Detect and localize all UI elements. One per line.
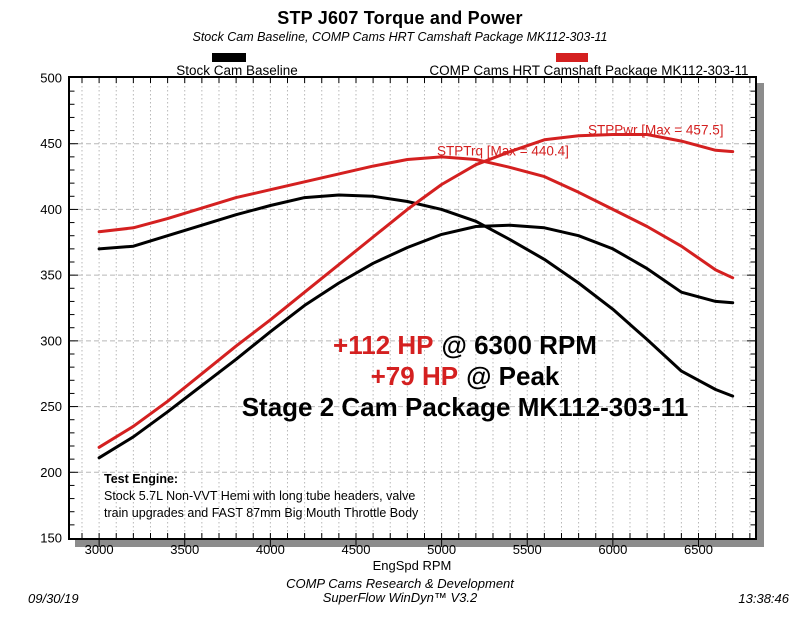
legend-swatch-stock (212, 53, 246, 62)
x-tick-label: 4000 (256, 542, 285, 557)
footer-software: SuperFlow WinDyn™ V3.2 (322, 590, 478, 605)
y-tick-label: 150 (40, 531, 62, 546)
x-tick-label: 3000 (85, 542, 114, 557)
test-engine-line1: Stock 5.7L Non-VVT Hemi with long tube h… (104, 488, 416, 503)
report-time: 13:38:46 (738, 591, 789, 606)
legend-swatch-comp (556, 53, 588, 62)
x-axis-title: EngSpd RPM (372, 558, 452, 573)
y-tick-label: 450 (40, 136, 62, 151)
chart-subtitle: Stock Cam Baseline, COMP Cams HRT Camsha… (192, 30, 608, 44)
x-tick-label: 3500 (170, 542, 199, 557)
gain-line-2: +79 HP @ Peak (242, 361, 689, 392)
x-tick-label: 5500 (513, 542, 542, 557)
chart-title: STP J607 Torque and Power (277, 8, 523, 28)
stage-label: Stage 2 Cam Package MK112-303-11 (241, 392, 689, 422)
legend-label-comp: COMP Cams HRT Camshaft Package MK112-303… (429, 63, 749, 78)
y-tick-label: 200 (40, 465, 62, 480)
gain2-peak: @ Peak (466, 361, 560, 391)
gain-line-1: +112 HP @ 6300 RPM (242, 330, 689, 361)
x-tick-label: 6000 (598, 542, 627, 557)
y-tick-label: 500 (40, 71, 62, 86)
footer-company: COMP Cams Research & Development (286, 576, 514, 591)
test-engine-line2: train upgrades and FAST 87mm Big Mouth T… (104, 505, 419, 520)
gain1-rpm: @ 6300 RPM (441, 330, 597, 360)
y-tick-label: 400 (40, 202, 62, 217)
x-tick-label: 6500 (684, 542, 713, 557)
report-date: 09/30/19 (28, 591, 79, 606)
x-tick-label: 5000 (427, 542, 456, 557)
legend-label-stock: Stock Cam Baseline (176, 63, 298, 78)
y-tick-label: 300 (40, 333, 62, 348)
x-tick-label: 4500 (342, 542, 371, 557)
y-tick-label: 350 (40, 268, 62, 283)
test-engine-note: Test Engine: Stock 5.7L Non-VVT Hemi wit… (104, 471, 418, 521)
gain-annotation: +112 HP @ 6300 RPM +79 HP @ Peak Stage 2 C… (242, 330, 689, 423)
gain2-value: +79 HP (370, 361, 459, 391)
test-engine-heading: Test Engine: (104, 472, 179, 486)
gain1-value: +112 HP (333, 330, 434, 360)
y-tick-label: 250 (40, 399, 62, 414)
